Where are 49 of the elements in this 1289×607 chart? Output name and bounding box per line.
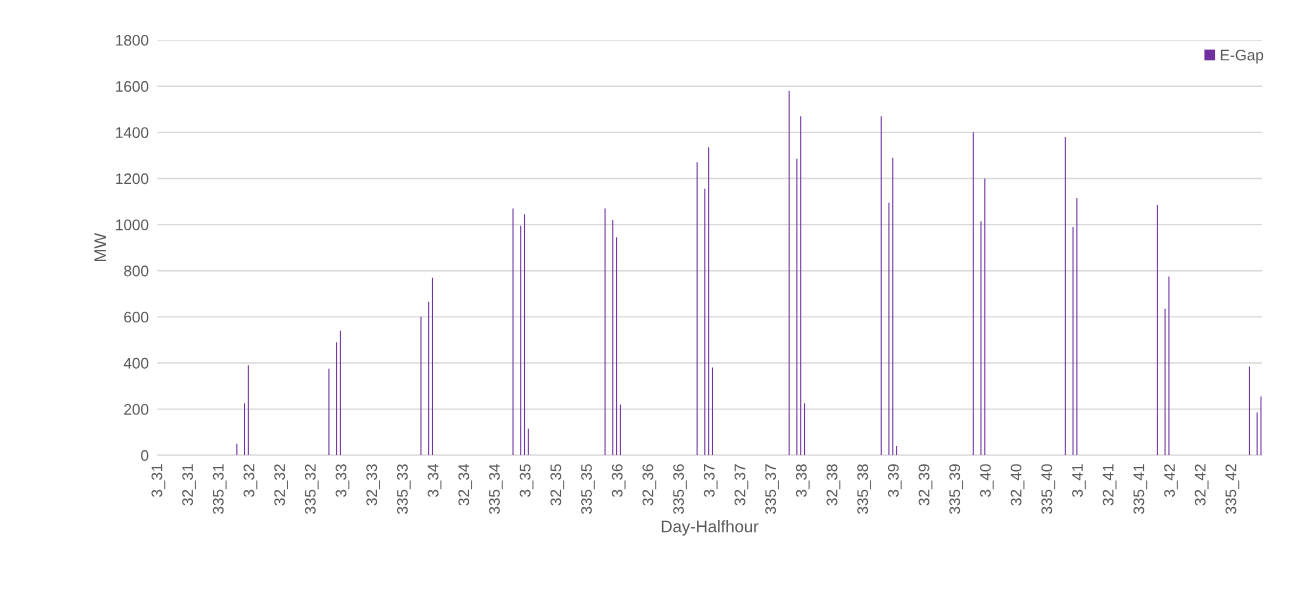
x-tick-label: 3_38 (795, 464, 810, 497)
x-tick-label: 3_32 (243, 464, 258, 497)
x-tick-label: 32_36 (642, 464, 657, 506)
x-tick-label: 3_35 (519, 464, 534, 497)
x-tick-label: 32_42 (1194, 464, 1209, 506)
x-tick-label: 32_37 (734, 464, 749, 506)
x-tick-label: 335_31 (212, 464, 227, 514)
x-tick-label: 32_32 (274, 464, 288, 506)
x-tick-label: 335_37 (765, 464, 779, 514)
y-tick-label: 1800 (116, 34, 149, 46)
x-tick-label: 3_39 (887, 464, 902, 497)
x-tick-label: 32_41 (1102, 464, 1117, 506)
x-axis-title: Day-Halfhour (661, 520, 759, 536)
y-tick-label: 1200 (116, 173, 149, 185)
x-tick-label: 335_33 (396, 464, 411, 514)
x-tick-label: 3_41 (1072, 464, 1086, 497)
x-tick-label: 3_40 (980, 464, 994, 497)
x-tick-label: 335_39 (949, 464, 964, 514)
y-tick-label: 400 (123, 357, 149, 369)
y-tick-label: 200 (124, 403, 149, 415)
x-tick-label: 32_39 (918, 464, 933, 506)
x-tick-label: 335_41 (1133, 464, 1148, 514)
x-tick-label: 32_35 (550, 464, 565, 506)
y-tick-label: 1600 (116, 81, 149, 92)
y-tick-label: 1000 (116, 219, 149, 231)
x-tick-label: 335_35 (581, 464, 595, 514)
x-tick-label: 32_38 (826, 464, 841, 506)
x-tick-label: 3_36 (611, 464, 626, 497)
x-tick-label: 3_42 (1164, 464, 1178, 497)
y-tick-label: 800 (124, 265, 149, 277)
y-axis-title: MW (94, 232, 106, 262)
x-tick-label: 335_34 (489, 464, 503, 514)
x-tick-label: 335_38 (857, 464, 871, 514)
x-tick-label: 32_31 (182, 464, 196, 506)
x-tick-label: 32_33 (366, 464, 380, 506)
x-tick-label: 32_40 (1010, 464, 1025, 506)
x-tick-label: 3_37 (703, 464, 718, 497)
x-tick-label: 3_34 (427, 464, 442, 497)
x-tick-label: 335_36 (673, 464, 687, 514)
x-tick-label: 335_42 (1225, 464, 1240, 514)
y-tick-label: 0 (141, 450, 149, 461)
y-tick-label: 1400 (116, 127, 149, 139)
x-tick-label: 3_31 (151, 464, 166, 497)
x-tick-label: 32_34 (458, 464, 473, 506)
x-tick-label: 3_33 (335, 464, 350, 497)
x-tick-label: 335_32 (304, 464, 319, 514)
y-tick-label: 600 (124, 311, 149, 323)
x-tick-label: 335_40 (1041, 464, 1056, 514)
legend-label: E-Gap (1220, 49, 1264, 64)
